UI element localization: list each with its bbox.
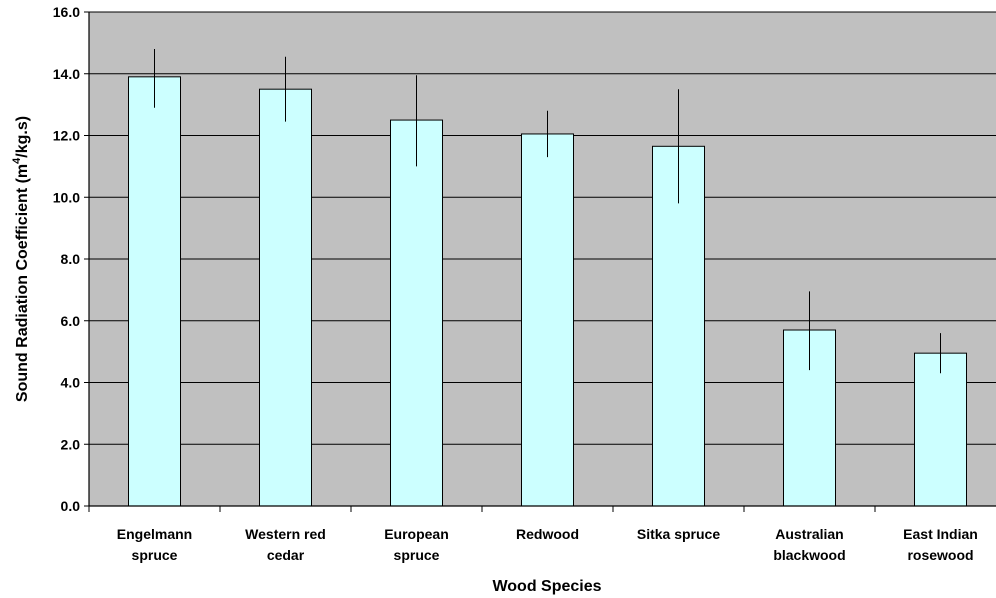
x-tick-label: Western red <box>245 526 326 542</box>
bar <box>259 88 312 507</box>
y-tick-labels: 0.0 2.0 4.0 6.0 8.0 10.0 12.0 14.0 16.0 <box>53 4 80 514</box>
bar <box>128 76 181 507</box>
x-tick-labels: Engelmann spruce Western red cedar European s… <box>117 526 978 563</box>
y-axis-title: Sound Radiation Coefficient (m4/kg.s) <box>11 116 31 402</box>
y-tick-label: 10.0 <box>53 189 80 205</box>
x-tick-label: spruce <box>132 547 178 563</box>
y-tick-label: 14.0 <box>53 66 80 82</box>
x-tick-label: Engelmann <box>117 526 192 542</box>
x-axis-title: Wood Species <box>492 578 601 595</box>
y-tick-label: 4.0 <box>61 375 81 391</box>
error-bars <box>154 49 941 374</box>
x-tick-label: East Indian <box>903 526 978 542</box>
x-tick-label: rosewood <box>907 547 973 563</box>
x-tick-label: spruce <box>394 547 440 563</box>
x-tick-label: blackwood <box>773 547 845 563</box>
bar <box>521 133 574 507</box>
x-tick-label: cedar <box>267 547 305 563</box>
bar <box>390 119 443 507</box>
y-tick-label: 12.0 <box>53 128 80 144</box>
axes <box>88 12 996 512</box>
y-tick-label: 8.0 <box>61 251 81 267</box>
bar <box>914 352 967 507</box>
x-tick-label: Redwood <box>516 526 579 542</box>
bar <box>652 145 705 507</box>
x-tick-label: Sitka spruce <box>637 526 720 542</box>
y-tick-label: 2.0 <box>61 436 81 452</box>
bars <box>128 76 967 507</box>
y-tick-label: 0.0 <box>61 498 81 514</box>
x-tick-label: European <box>384 526 449 542</box>
x-tick-label: Australian <box>775 526 843 542</box>
y-tick-label: 6.0 <box>61 313 81 329</box>
y-tick-label: 16.0 <box>53 4 80 20</box>
